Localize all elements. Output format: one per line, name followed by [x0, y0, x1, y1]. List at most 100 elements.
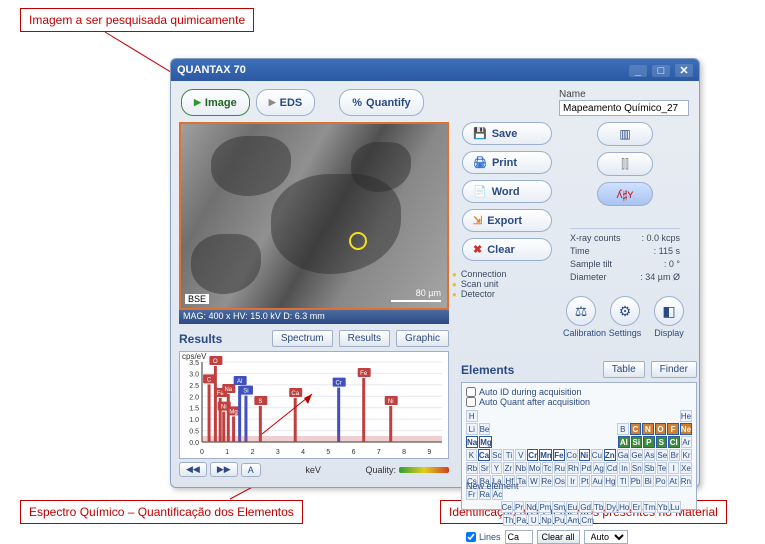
element-pd[interactable]: Pd [580, 462, 592, 474]
element-am[interactable]: Am [566, 514, 579, 526]
element-o[interactable]: O [655, 423, 667, 435]
clear-button[interactable]: ✖Clear [462, 238, 552, 261]
element-ca[interactable]: Ca [478, 449, 490, 461]
element-rn[interactable]: Rn [680, 475, 692, 487]
element-n[interactable]: N [642, 423, 654, 435]
sem-image[interactable]: BSE 80 µm [179, 122, 449, 310]
element-v[interactable]: V [515, 449, 526, 461]
element-pr[interactable]: Pr [514, 501, 525, 513]
element-zn[interactable]: Zn [604, 449, 616, 461]
results-tab[interactable]: Results [339, 330, 390, 347]
spectrum-prev[interactable]: ◀◀ [179, 462, 207, 477]
image-tab[interactable]: ▶ Image [181, 89, 250, 116]
new-element-input[interactable] [505, 530, 533, 544]
element-cm[interactable]: Cm [580, 514, 593, 526]
element-nb[interactable]: Nb [515, 462, 527, 474]
element-h[interactable]: H [466, 410, 478, 422]
spectrum-autoscale[interactable]: A [241, 463, 261, 477]
element-y[interactable]: Y [491, 462, 502, 474]
element-in[interactable]: In [619, 462, 630, 474]
element-pu[interactable]: Pu [554, 514, 566, 526]
element-er[interactable]: Er [631, 501, 642, 513]
element-w[interactable]: W [528, 475, 539, 487]
display-button[interactable]: ◧ [654, 296, 684, 326]
element-i[interactable]: I [668, 462, 679, 474]
element-xe[interactable]: Xe [680, 462, 692, 474]
element-rh[interactable]: Rh [567, 462, 579, 474]
element-ar[interactable]: Ar [681, 436, 692, 448]
settings-button[interactable]: ⚙ [610, 296, 640, 326]
table-tab[interactable]: Table [603, 361, 645, 378]
element-tb[interactable]: Tb [593, 501, 604, 513]
close-button[interactable]: ✕ [675, 64, 693, 77]
element-kr[interactable]: Kr [681, 449, 692, 461]
element-sn[interactable]: Sn [631, 462, 643, 474]
element-ag[interactable]: Ag [593, 462, 605, 474]
quantify-button[interactable]: % Quantify [339, 89, 423, 116]
element-po[interactable]: Po [655, 475, 667, 487]
element-sm[interactable]: Sm [552, 501, 565, 513]
clear-all-button[interactable]: Clear all [537, 530, 580, 544]
analysis-marker[interactable] [349, 232, 367, 250]
finder-tab[interactable]: Finder [651, 361, 697, 378]
element-pa[interactable]: Pa [515, 514, 527, 526]
element-ni[interactable]: Ni [579, 449, 590, 461]
element-ge[interactable]: Ge [630, 449, 643, 461]
lines-checkbox[interactable] [466, 532, 476, 542]
element-ir[interactable]: Ir [567, 475, 578, 487]
element-eu[interactable]: Eu [566, 501, 578, 513]
element-be[interactable]: Be [479, 423, 491, 435]
element-os[interactable]: Os [554, 475, 566, 487]
element-dy[interactable]: Dy [605, 501, 617, 513]
element-u[interactable]: U [528, 514, 539, 526]
element-au[interactable]: Au [591, 475, 603, 487]
element-na[interactable]: Na [466, 436, 478, 448]
word-button[interactable]: 📄Word [462, 180, 552, 203]
element-pm[interactable]: Pm [538, 501, 551, 513]
element-s[interactable]: S [656, 436, 667, 448]
spectrum-tab[interactable]: Spectrum [272, 330, 333, 347]
element-cr[interactable]: Cr [527, 449, 538, 461]
element-tc[interactable]: Tc [542, 462, 553, 474]
element-sb[interactable]: Sb [644, 462, 656, 474]
element-ho[interactable]: Ho [618, 501, 630, 513]
element-mg[interactable]: Mg [479, 436, 492, 448]
element-sr[interactable]: Sr [479, 462, 490, 474]
auto-select[interactable]: Auto [584, 530, 628, 544]
element-co[interactable]: Co [566, 449, 578, 461]
minimize-button[interactable]: _ [629, 65, 647, 77]
element-li[interactable]: Li [466, 423, 478, 435]
element-np[interactable]: Np [540, 514, 552, 526]
element-yb[interactable]: Yb [657, 501, 669, 513]
element-as[interactable]: As [644, 449, 655, 461]
element-te[interactable]: Te [657, 462, 668, 474]
element-k[interactable]: K [466, 449, 477, 461]
element-ne[interactable]: Ne [680, 423, 692, 435]
element-zr[interactable]: Zr [503, 462, 514, 474]
element-hg[interactable]: Hg [604, 475, 616, 487]
element-pt[interactable]: Pt [579, 475, 590, 487]
spectrum-next[interactable]: ▶▶ [210, 462, 238, 477]
element-mn[interactable]: Mn [539, 449, 552, 461]
element-cu[interactable]: Cu [591, 449, 603, 461]
element-th[interactable]: Th [503, 514, 514, 526]
export-button[interactable]: ⇲Export [462, 209, 552, 232]
element-f[interactable]: F [667, 423, 679, 435]
print-button[interactable]: 🖨Print [462, 151, 552, 174]
element-lu[interactable]: Lu [670, 501, 681, 513]
element-nd[interactable]: Nd [525, 501, 537, 513]
element-cd[interactable]: Cd [606, 462, 618, 474]
element-tl[interactable]: Tl [617, 475, 628, 487]
element-se[interactable]: Se [656, 449, 668, 461]
element-cl[interactable]: Cl [668, 436, 679, 448]
element-ti[interactable]: Ti [503, 449, 514, 461]
calibration-button[interactable]: ⚖ [566, 296, 596, 326]
view-mode-2[interactable]: ⫿⫿ [597, 152, 653, 176]
element-b[interactable]: B [617, 423, 629, 435]
element-ru[interactable]: Ru [554, 462, 566, 474]
autoquant-checkbox[interactable] [466, 397, 476, 407]
element-tm[interactable]: Tm [643, 501, 656, 513]
element-p[interactable]: P [643, 436, 654, 448]
element-re[interactable]: Re [541, 475, 553, 487]
element-br[interactable]: Br [669, 449, 680, 461]
